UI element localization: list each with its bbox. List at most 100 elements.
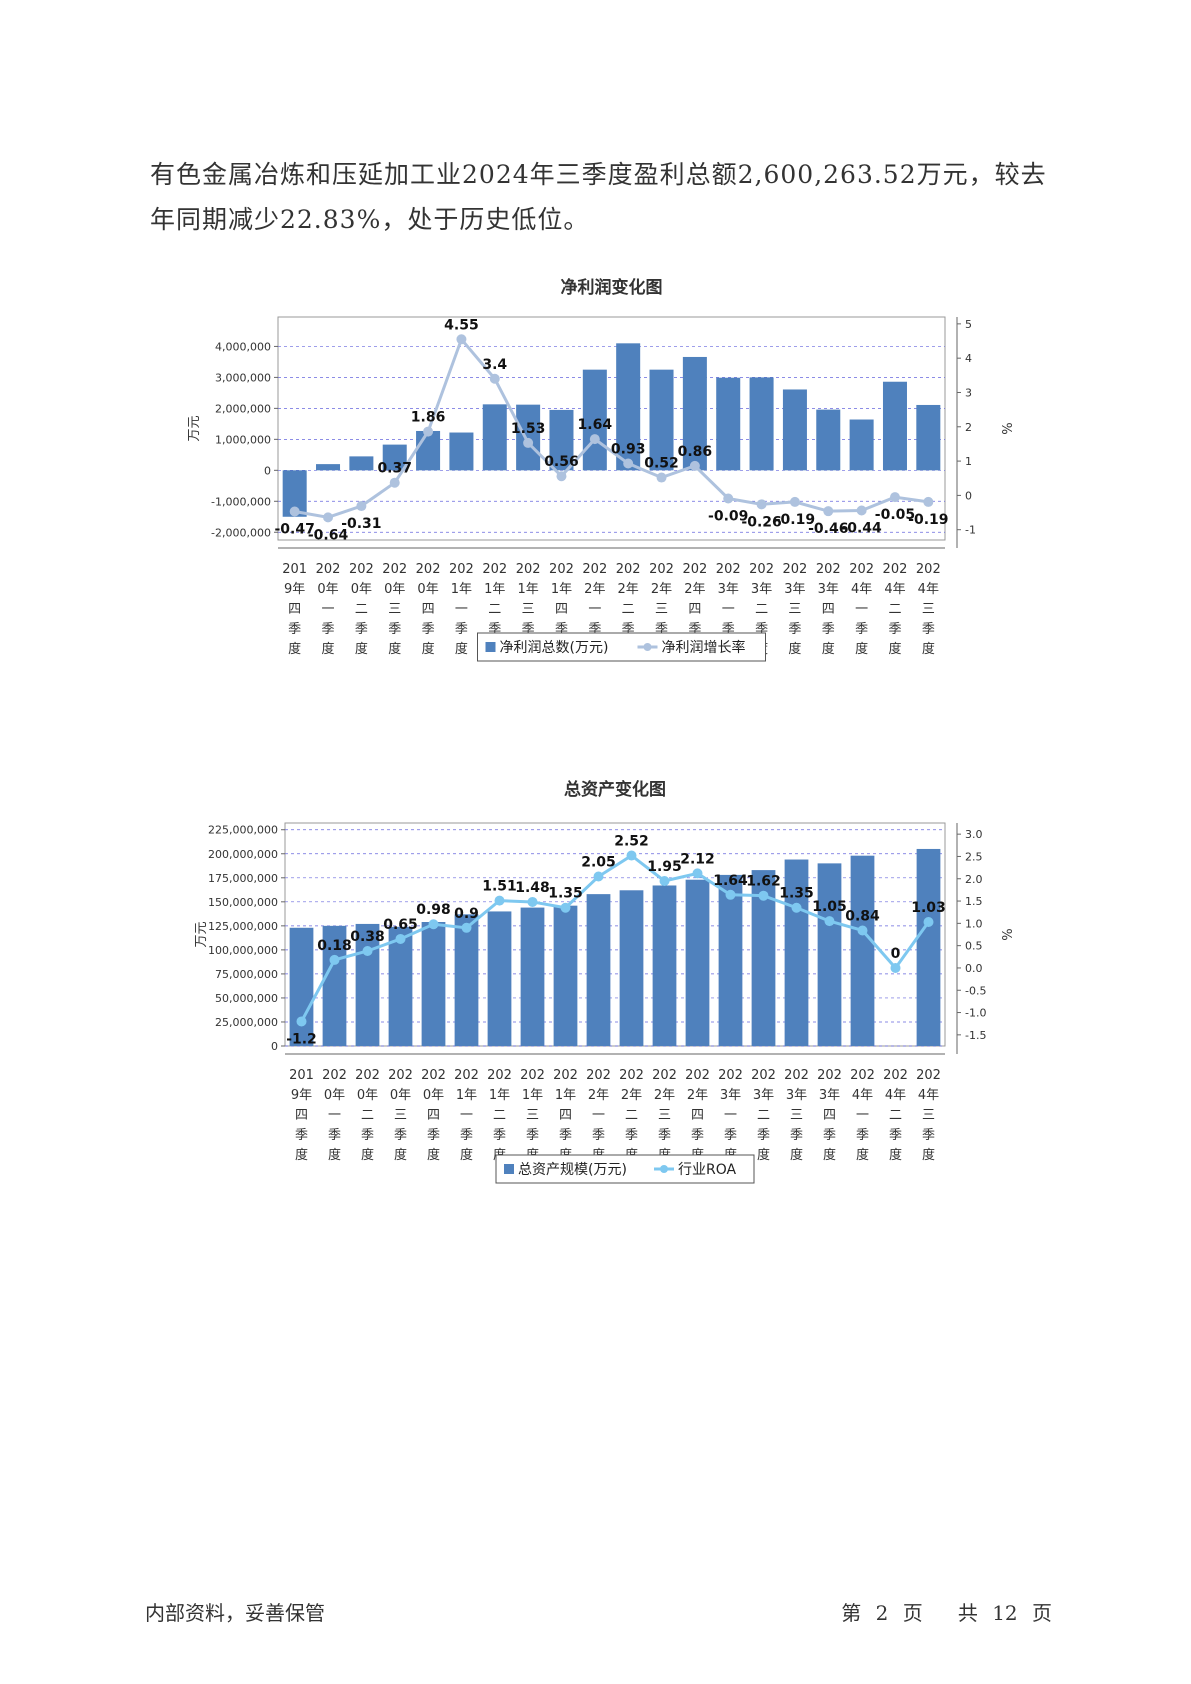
category-label: 2021年二季度 [487,1068,512,1163]
page-current: 2 [875,1601,889,1625]
left-tick-label: -1,000,000 [211,495,271,508]
legend-bar-label: 总资产规模(万元) [518,1162,627,1178]
bar [355,923,380,1046]
legend-line-dot [643,643,652,651]
category-label: 202 4年二季度 [883,1068,908,1163]
bar [316,464,341,471]
data-label: 1.35 [779,886,814,902]
data-label: 1.95 [647,859,682,875]
category-label: 202 0年一季度 [322,1068,347,1163]
right-tick-label: 2.5 [965,850,983,863]
category-label: 202 0年四季度 [416,562,441,657]
bar [682,356,707,471]
series-point [428,919,439,930]
data-label: -1.2 [286,1031,317,1047]
legend-line-label: 净利润增长率 [662,639,746,656]
series-point [423,426,434,437]
data-label: 2.05 [581,855,616,871]
series-point [723,493,734,504]
data-label: 2.52 [614,834,649,850]
right-tick-label: 3.0 [965,828,983,841]
bar [516,404,541,471]
chart-title: 净利润变化图 [561,277,663,298]
category-label: 202 0年二季度 [355,1068,380,1163]
category-label: 201 9年四季度 [282,562,307,657]
page-unit: 页 [902,1601,923,1625]
series-point [389,477,400,488]
series-point [758,890,769,901]
left-tick-label: 0 [271,1040,278,1053]
series-point [692,868,703,879]
data-label: 0.37 [377,461,412,477]
data-label: 1.35 [548,886,583,902]
series-point [323,512,334,523]
bar [882,381,907,471]
bar [487,911,512,1046]
right-tick-label: -1.0 [965,1007,986,1020]
right-tick-label: 4 [965,352,972,365]
data-label: 0.18 [317,938,352,954]
series-point [889,492,900,503]
data-label: 0.56 [544,454,579,470]
data-label: 1.62 [746,874,781,890]
left-tick-label: 100,000,000 [208,944,278,957]
left-axis-title: 万元 [194,921,209,947]
category-label: 202 1年一季度 [454,1068,479,1163]
data-label: 1.51 [482,879,517,895]
series-point [556,471,567,482]
legend-bar-swatch [504,1164,514,1174]
category-label: 2022年一季度 [586,1068,611,1163]
footer-confidential: 内部资料，妥善保管 [145,1601,325,1625]
legend-line-label: 行业ROA [678,1162,737,1178]
series-point [395,933,406,944]
series-point [791,902,802,913]
data-label: 4.55 [444,317,479,333]
left-axis-title: 万元 [187,415,202,441]
series-point [289,506,300,517]
right-tick-label: -0.5 [965,984,986,997]
category-label: 202 4年一季度 [849,562,874,657]
left-tick-label: 200,000,000 [208,848,278,861]
bar [454,914,479,1046]
left-tick-label: 125,000,000 [208,920,278,933]
left-tick-label: 75,000,000 [215,968,278,981]
data-label: 1.03 [911,900,946,916]
series-point [456,334,467,345]
total-assets-chart-svg: 总资产变化图 225,000,000 200,000,000 175,000,000 1… [194,779,1013,1184]
bar [549,409,574,471]
series-point [725,889,736,900]
category-label: 2023年一季度 [718,1068,743,1163]
bar [349,456,374,471]
bar [649,369,674,471]
left-tick-label: 2,000,000 [215,402,271,415]
category-label: 202 0年四季度 [421,1068,446,1163]
data-label: -0.44 [841,520,882,536]
right-tick-label: 5 [965,318,972,331]
category-label: 201 9年四季度 [289,1068,314,1163]
series-point [329,954,340,965]
left-tick-label: 3,000,000 [215,371,271,384]
series-point [656,472,667,483]
left-tick-label: 225,000,000 [208,824,278,837]
series-point [593,871,604,882]
data-label: -0.05 [875,507,915,523]
data-label: 1.48 [515,880,550,896]
category-label: 202 0年三季度 [382,562,407,657]
right-tick-label: -1 [965,524,976,537]
series-point [856,505,867,516]
series-point [589,434,600,445]
series-point [923,917,934,928]
category-label: 202 0年三季度 [388,1068,413,1163]
category-label: 202 3年四季度 [816,562,841,657]
bar [916,848,941,1046]
series-point [923,496,934,507]
right-axis-title: % [998,422,1013,434]
data-label: -0.19 [908,512,948,528]
series-point [756,499,767,510]
data-label: -0.64 [308,527,349,543]
left-tick-label: 50,000,000 [215,992,278,1005]
bar [652,885,677,1046]
page-total: 12 [992,1601,1018,1625]
bar [916,404,941,471]
bar [716,377,741,471]
